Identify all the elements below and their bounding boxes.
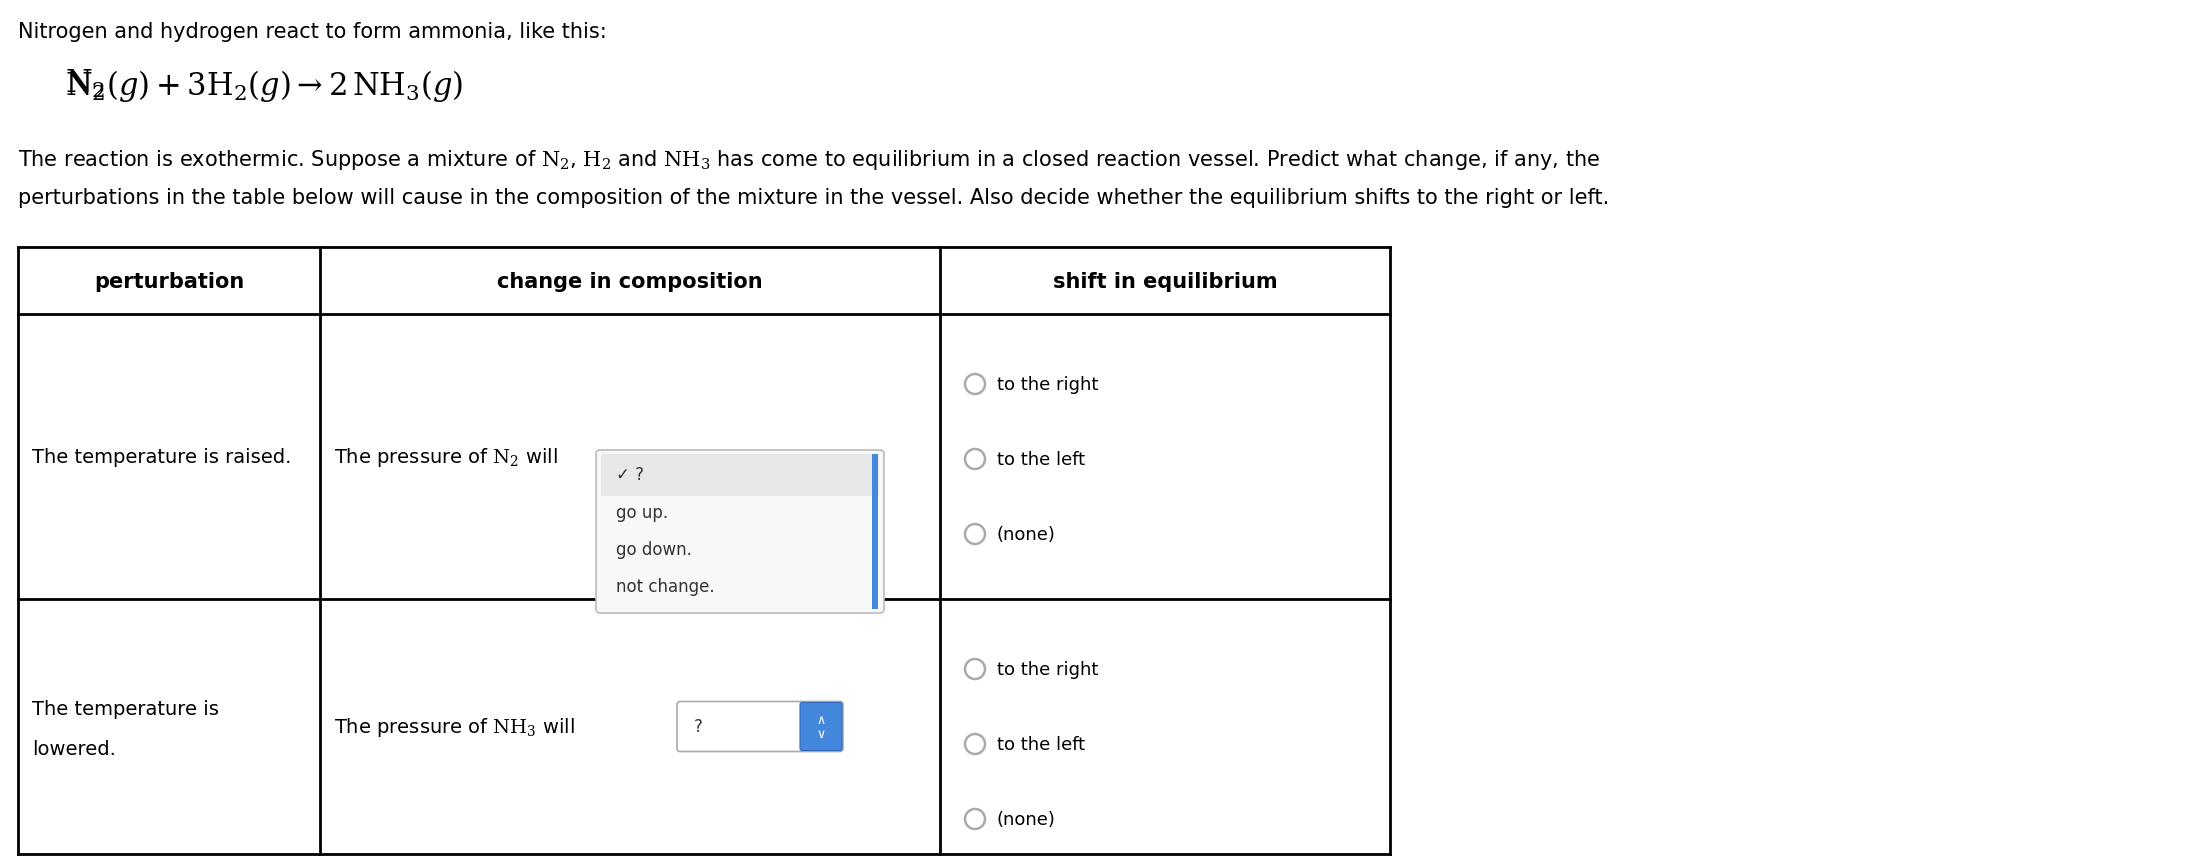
Text: perturbations in the table below will cause in the composition of the mixture in: perturbations in the table below will ca… <box>18 188 1610 208</box>
FancyBboxPatch shape <box>676 702 843 752</box>
Text: perturbation: perturbation <box>95 271 244 291</box>
Text: ?: ? <box>694 718 702 735</box>
Text: lowered.: lowered. <box>33 739 117 759</box>
Text: The temperature is raised.: The temperature is raised. <box>33 448 291 467</box>
Text: go down.: go down. <box>617 541 691 558</box>
Text: $\mathrm{N_2(\mathit{g})+3H_2(\mathit{g}) \rightarrow 2\,NH_3(\mathit{g})}$: $\mathrm{N_2(\mathit{g})+3H_2(\mathit{g}… <box>66 68 462 104</box>
Text: to the left: to the left <box>998 735 1086 753</box>
FancyBboxPatch shape <box>872 455 879 610</box>
Text: The pressure of $\mathrm{N_2}$ will: The pressure of $\mathrm{N_2}$ will <box>335 445 557 468</box>
Text: to the left: to the left <box>998 450 1086 468</box>
Text: shift in equilibrium: shift in equilibrium <box>1053 271 1277 291</box>
Text: (none): (none) <box>998 525 1057 543</box>
Text: (none): (none) <box>998 810 1057 828</box>
FancyBboxPatch shape <box>597 450 883 613</box>
Text: The temperature is: The temperature is <box>33 699 218 718</box>
Text: ∧: ∧ <box>817 713 826 726</box>
Text: ∨: ∨ <box>817 728 826 740</box>
Text: to the right: to the right <box>998 375 1099 393</box>
Text: change in composition: change in composition <box>498 271 762 291</box>
Text: The reaction is exothermic. Suppose a mixture of $\mathrm{N_2}$, $\mathrm{H_2}$ : The reaction is exothermic. Suppose a mi… <box>18 148 1601 172</box>
Text: Nitrogen and hydrogen react to form ammonia, like this:: Nitrogen and hydrogen react to form ammo… <box>18 22 608 42</box>
Text: go up.: go up. <box>617 504 667 522</box>
FancyBboxPatch shape <box>601 455 879 497</box>
Text: to the right: to the right <box>998 660 1099 678</box>
Text: $\mathdefault{\mathrm{N_2}}$: $\mathdefault{\mathrm{N_2}}$ <box>66 68 106 100</box>
Text: ✓ ?: ✓ ? <box>617 466 643 483</box>
Text: not change.: not change. <box>617 578 716 595</box>
FancyBboxPatch shape <box>799 703 841 751</box>
Text: The pressure of $\mathrm{NH_3}$ will: The pressure of $\mathrm{NH_3}$ will <box>335 715 575 738</box>
